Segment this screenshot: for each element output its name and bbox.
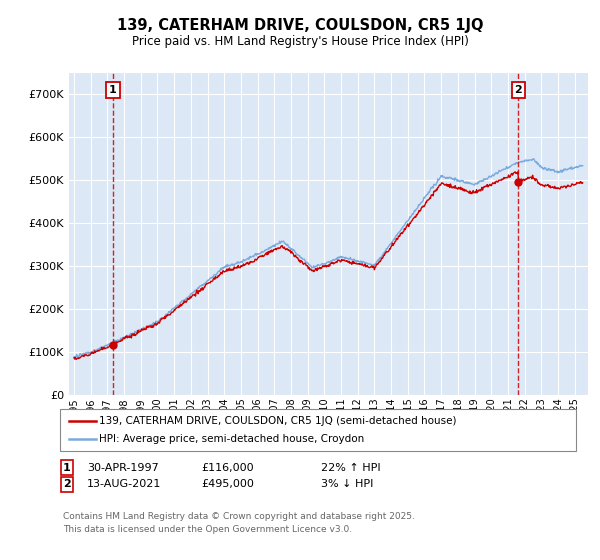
Text: Contains HM Land Registry data © Crown copyright and database right 2025.
This d: Contains HM Land Registry data © Crown c… xyxy=(63,512,415,534)
Text: 3% ↓ HPI: 3% ↓ HPI xyxy=(321,479,373,489)
Text: 1: 1 xyxy=(109,85,117,95)
Text: 139, CATERHAM DRIVE, COULSDON, CR5 1JQ (semi-detached house): 139, CATERHAM DRIVE, COULSDON, CR5 1JQ (… xyxy=(99,416,457,426)
Text: 2: 2 xyxy=(63,479,71,489)
Text: £495,000: £495,000 xyxy=(201,479,254,489)
Text: Price paid vs. HM Land Registry's House Price Index (HPI): Price paid vs. HM Land Registry's House … xyxy=(131,35,469,49)
Text: 22% ↑ HPI: 22% ↑ HPI xyxy=(321,463,380,473)
Text: 2: 2 xyxy=(514,85,522,95)
Text: 13-AUG-2021: 13-AUG-2021 xyxy=(87,479,161,489)
Text: £116,000: £116,000 xyxy=(201,463,254,473)
Text: 139, CATERHAM DRIVE, COULSDON, CR5 1JQ: 139, CATERHAM DRIVE, COULSDON, CR5 1JQ xyxy=(117,18,483,32)
Text: 30-APR-1997: 30-APR-1997 xyxy=(87,463,159,473)
Text: HPI: Average price, semi-detached house, Croydon: HPI: Average price, semi-detached house,… xyxy=(99,434,364,444)
Text: 1: 1 xyxy=(63,463,71,473)
